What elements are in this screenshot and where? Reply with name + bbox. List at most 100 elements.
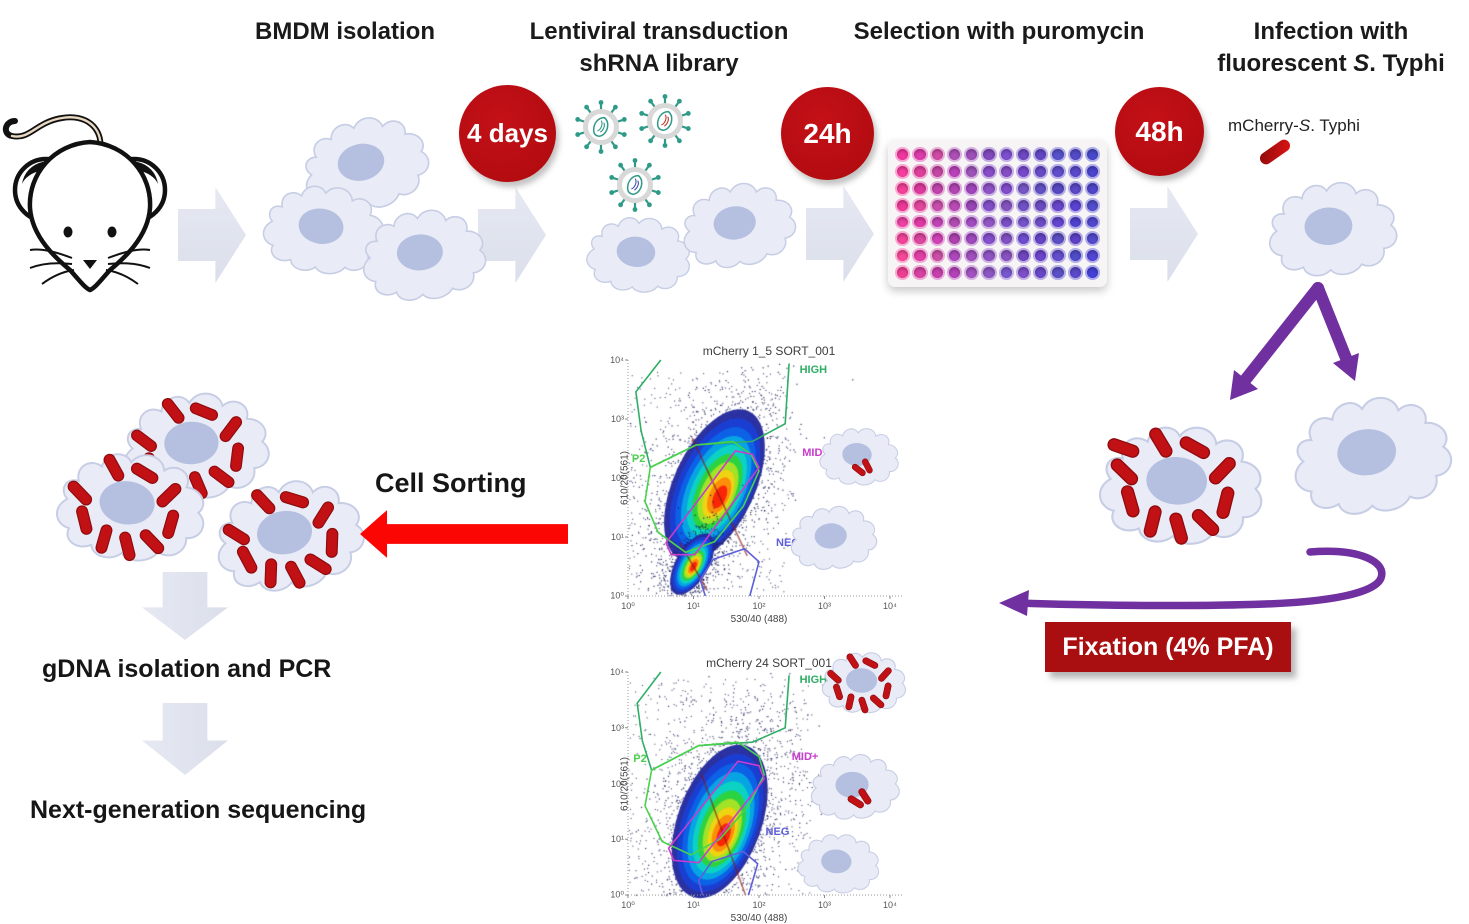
purple-curved-arrow bbox=[999, 547, 1386, 616]
y-tick: 10² bbox=[610, 473, 624, 483]
gate-label-high: HIGH bbox=[799, 674, 828, 687]
bacterium-rod bbox=[139, 529, 165, 555]
plate-well bbox=[1015, 163, 1031, 179]
bacterium-rod bbox=[219, 416, 243, 443]
plate-well bbox=[1067, 163, 1083, 179]
plate-well bbox=[1050, 163, 1066, 179]
cell-nucleus bbox=[821, 849, 852, 874]
y-tick: 10⁰ bbox=[610, 590, 624, 601]
step-arrow-3 bbox=[806, 186, 874, 282]
badge-24h: 24h bbox=[781, 87, 874, 180]
cell-sorting-arrow bbox=[360, 510, 568, 558]
flow-plot-1: mCherry 1_5 SORT_001 10⁰ 10¹ 10² 10³ 10⁴ 10⁰ 10… bbox=[596, 340, 916, 632]
bacterium-rod bbox=[847, 795, 864, 809]
x-tick: 10² bbox=[752, 900, 766, 910]
plate-well bbox=[895, 180, 911, 196]
step4-title-line1: Infection with bbox=[1253, 18, 1409, 45]
plate-well bbox=[1015, 265, 1031, 280]
plate-well bbox=[929, 231, 945, 247]
mouse-whiskers bbox=[29, 248, 151, 285]
plate-well bbox=[964, 214, 980, 230]
x-tick: 10⁴ bbox=[883, 900, 897, 910]
bacterium-rod bbox=[279, 491, 310, 509]
plate-well bbox=[1015, 147, 1031, 162]
plate-well bbox=[1015, 180, 1031, 196]
plate-well bbox=[998, 197, 1014, 213]
96-well-plate bbox=[888, 140, 1107, 287]
plate-well bbox=[1067, 180, 1083, 196]
infected-macrophage-cell bbox=[819, 428, 899, 486]
gdna-label: gDNA isolation and PCR bbox=[42, 655, 332, 683]
bacterium-rod bbox=[119, 531, 136, 562]
plate-well bbox=[1067, 147, 1083, 162]
bacterium-rod bbox=[95, 524, 113, 554]
step4-line2-pre: fluorescent bbox=[1217, 50, 1354, 77]
plate-well bbox=[1015, 248, 1031, 264]
plate-well bbox=[929, 248, 945, 264]
plate-well bbox=[929, 214, 945, 230]
gate-high bbox=[636, 671, 790, 772]
cell-nucleus bbox=[845, 668, 878, 693]
plate-well bbox=[1050, 147, 1066, 162]
bacterium-rod bbox=[188, 471, 208, 500]
ngs-label: Next-generation sequencing bbox=[30, 796, 367, 824]
y-tick: 10¹ bbox=[610, 834, 624, 845]
bacterium-rod bbox=[131, 429, 157, 452]
plate-well bbox=[912, 265, 928, 280]
mouse-illustration bbox=[2, 114, 168, 293]
gate-midplus bbox=[665, 450, 760, 556]
infected-macrophage-cell bbox=[56, 453, 205, 562]
y-tick: 10¹ bbox=[610, 532, 624, 542]
plot-axes-and-gates bbox=[625, 671, 904, 898]
y-tick: 10⁴ bbox=[610, 355, 624, 365]
plate-well bbox=[1015, 231, 1031, 247]
plate-well bbox=[895, 197, 911, 213]
plate-well bbox=[1050, 248, 1066, 264]
plate-well bbox=[929, 147, 945, 162]
mcherry-typhi-label: mCherry-S. Typhi bbox=[1228, 116, 1360, 136]
mouse-eye-right bbox=[107, 226, 117, 238]
bacterium-rod bbox=[264, 558, 278, 589]
plate-well bbox=[1084, 197, 1100, 213]
mcherry-italic: S bbox=[1298, 116, 1311, 135]
plate-well bbox=[981, 248, 997, 264]
step4-line2-italic: S bbox=[1353, 50, 1370, 77]
gate-label-neg: NEG bbox=[765, 825, 790, 838]
plate-well bbox=[946, 248, 962, 264]
cell-nucleus bbox=[164, 421, 219, 465]
step-arrow-4 bbox=[1130, 186, 1198, 282]
gate-neg bbox=[699, 547, 760, 597]
plate-well bbox=[1050, 214, 1066, 230]
curved-arrowhead bbox=[999, 590, 1029, 616]
plate-well bbox=[1084, 248, 1100, 264]
plate-well bbox=[998, 180, 1014, 196]
plate-well bbox=[946, 180, 962, 196]
cell-nucleus bbox=[713, 206, 756, 240]
plate-well bbox=[1084, 265, 1100, 280]
mcherry-bacterium-icon bbox=[1257, 137, 1293, 167]
infected-macrophage-cell bbox=[217, 480, 365, 592]
fork-arrowhead-left bbox=[1230, 370, 1258, 400]
plate-well bbox=[1033, 214, 1049, 230]
bacterium-rod bbox=[208, 465, 235, 489]
lentivirus-icon bbox=[575, 100, 627, 154]
x-tick: 10¹ bbox=[686, 900, 701, 910]
plate-well bbox=[946, 265, 962, 280]
pipeline-arrow-2 bbox=[142, 703, 228, 775]
y-tick: 10³ bbox=[610, 722, 624, 733]
plate-well bbox=[998, 214, 1014, 230]
plate-well bbox=[964, 248, 980, 264]
plate-well bbox=[964, 265, 980, 280]
plate-well bbox=[1067, 214, 1083, 230]
x-tick: 10² bbox=[752, 601, 766, 611]
plate-well bbox=[946, 147, 962, 162]
x-tick: 10³ bbox=[817, 601, 832, 611]
plate-well bbox=[1067, 248, 1083, 264]
plate-well bbox=[1033, 231, 1049, 247]
cell-nucleus bbox=[814, 523, 847, 549]
lentivirus-icon bbox=[639, 94, 691, 148]
bacterium-rod bbox=[1120, 485, 1140, 518]
plate-well bbox=[1067, 231, 1083, 247]
cell-nucleus bbox=[257, 510, 313, 555]
plate-well bbox=[964, 197, 980, 213]
